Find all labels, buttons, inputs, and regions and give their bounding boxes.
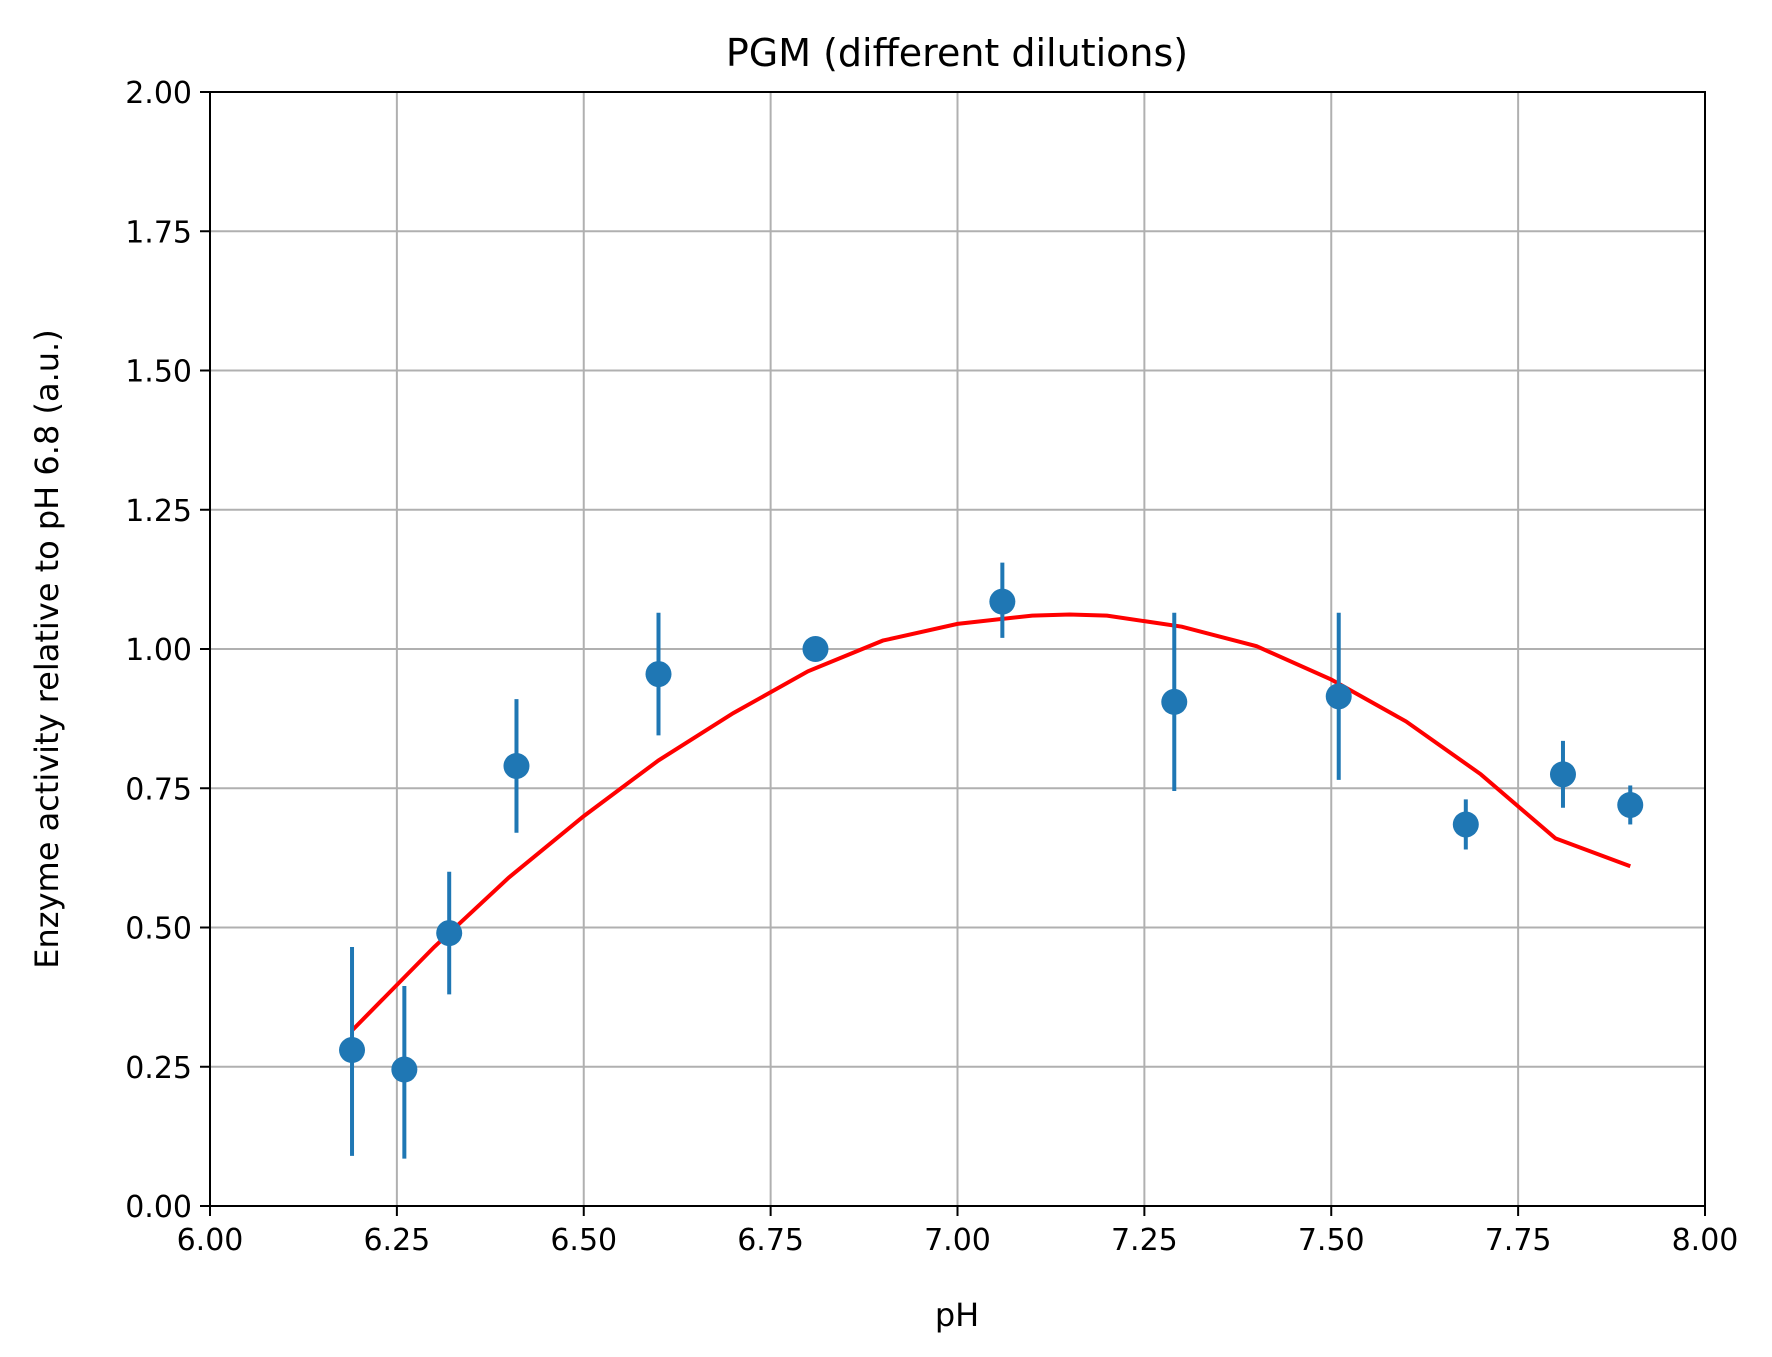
data-point — [391, 1056, 418, 1083]
y-tick-label: 0.00 — [125, 1190, 192, 1225]
y-tick-label: 1.50 — [125, 355, 192, 390]
error-bar-layer — [350, 562, 1633, 1159]
fit-curve — [350, 612, 1631, 1032]
x-tick-label: 6.75 — [737, 1223, 804, 1258]
data-point — [1161, 688, 1188, 715]
y-tick-label: 1.75 — [125, 215, 192, 250]
chart-title: PGM (different dilutions) — [726, 31, 1188, 75]
x-axis-ticks: 6.00 6.25 6.50 6.75 7.00 7.25 7.50 7.75 8.00 — [177, 1206, 1739, 1258]
y-axis-label: Enzyme activity relative to pH 6.8 (a.u.… — [28, 329, 66, 968]
fit-curve-layer — [350, 612, 1631, 1032]
data-point — [1549, 761, 1576, 788]
x-tick-label: 7.25 — [1111, 1223, 1178, 1258]
y-tick-label: 0.75 — [125, 772, 192, 807]
x-tick-label: 6.50 — [550, 1223, 617, 1258]
y-tick-label: 0.50 — [125, 912, 192, 947]
y-tick-label: 1.00 — [125, 633, 192, 668]
y-axis-ticks: 0.00 0.25 0.50 0.75 1.00 1.25 1.50 1.75 2.00 — [125, 76, 210, 1225]
data-point — [645, 661, 672, 688]
x-tick-label: 7.75 — [1485, 1223, 1552, 1258]
x-tick-label: 6.25 — [363, 1223, 430, 1258]
x-tick-label: 8.00 — [1672, 1223, 1739, 1258]
x-tick-label: 7.00 — [924, 1223, 991, 1258]
data-point — [436, 920, 463, 947]
data-point — [339, 1037, 366, 1064]
data-point — [802, 636, 829, 662]
y-tick-label: 1.25 — [125, 494, 192, 529]
grid-lines — [209, 91, 1706, 1207]
data-point — [1452, 811, 1479, 838]
data-point-layer — [339, 588, 1644, 1083]
data-point — [989, 588, 1016, 615]
data-point — [1325, 683, 1352, 710]
y-tick-label: 2.00 — [125, 76, 192, 111]
x-tick-label: 6.00 — [177, 1223, 244, 1258]
y-tick-label: 0.25 — [125, 1051, 192, 1086]
x-axis-label: pH — [935, 1296, 979, 1334]
data-point — [1617, 791, 1644, 818]
x-tick-label: 7.50 — [1298, 1223, 1365, 1258]
data-point — [503, 752, 530, 779]
